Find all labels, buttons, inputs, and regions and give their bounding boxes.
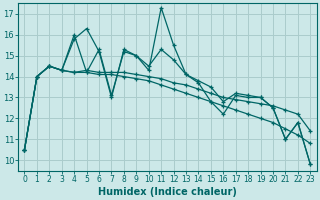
X-axis label: Humidex (Indice chaleur): Humidex (Indice chaleur) (98, 187, 237, 197)
